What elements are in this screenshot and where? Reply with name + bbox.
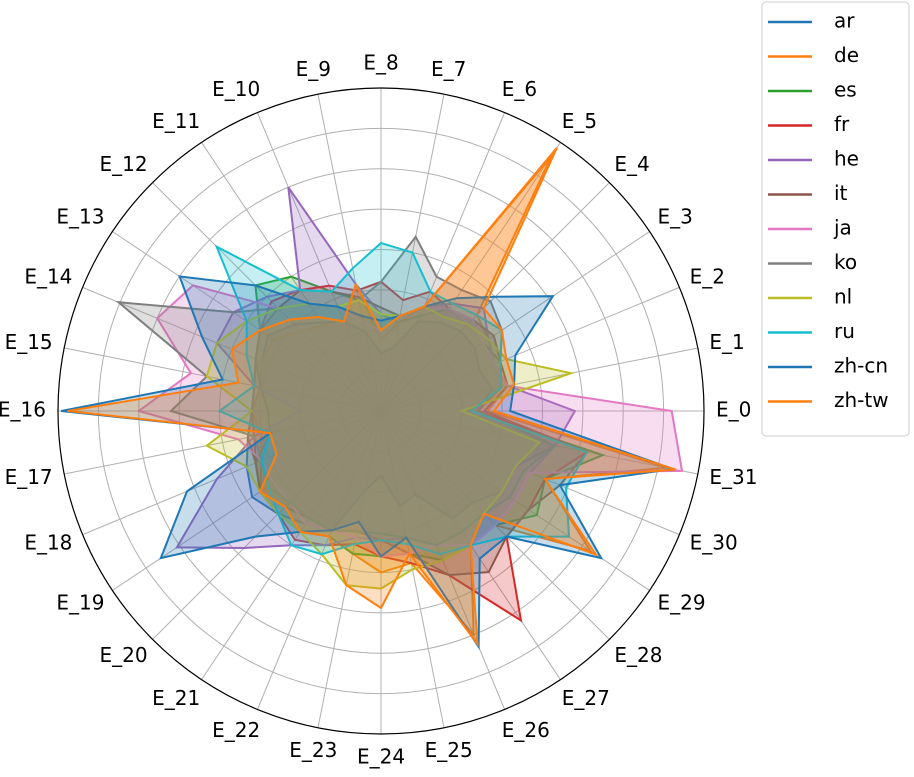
spoke xyxy=(380,286,680,412)
legend-label: ko xyxy=(834,250,857,274)
legend-label: zh-tw xyxy=(834,388,889,412)
series-area xyxy=(214,241,589,556)
category-label: E_4 xyxy=(614,152,649,176)
legend-label: de xyxy=(834,43,859,67)
polar-frame xyxy=(57,87,705,735)
category-label: E_7 xyxy=(431,57,466,81)
legend-label: fr xyxy=(834,112,850,136)
legend-label: he xyxy=(834,147,859,171)
spoke xyxy=(380,142,561,412)
legend-label: es xyxy=(834,78,857,102)
spoke xyxy=(256,410,382,710)
category-label: E_11 xyxy=(152,109,200,133)
category-label: E_22 xyxy=(212,718,260,742)
spoke xyxy=(152,410,382,640)
legend-label: nl xyxy=(834,285,852,309)
series-area xyxy=(67,147,676,648)
category-label: E_18 xyxy=(24,530,72,554)
category-label: E_19 xyxy=(56,590,104,614)
spoke xyxy=(82,410,382,536)
spoke xyxy=(317,94,382,412)
category-label: E_12 xyxy=(100,152,148,176)
legend-label: ar xyxy=(834,9,855,33)
category-label: E_10 xyxy=(212,77,260,101)
category-label: E_29 xyxy=(658,590,706,614)
category-label: E_17 xyxy=(5,465,53,489)
category-label: E_26 xyxy=(502,718,550,742)
category-label: E_23 xyxy=(289,738,337,762)
category-label: E_0 xyxy=(716,398,751,422)
spoke xyxy=(380,112,506,412)
category-label: E_27 xyxy=(562,686,610,710)
category-label: E_15 xyxy=(5,330,53,354)
legend-label: zh-cn xyxy=(834,354,888,378)
spoke xyxy=(317,410,382,728)
spoke xyxy=(380,231,650,412)
category-label: E_14 xyxy=(24,265,72,289)
category-label: E_6 xyxy=(502,77,537,101)
series-area xyxy=(61,275,673,650)
legend-label: ru xyxy=(834,319,855,343)
spoke xyxy=(64,410,382,475)
legend-label: it xyxy=(834,181,848,205)
spoke xyxy=(112,410,382,591)
category-label: E_21 xyxy=(152,686,200,710)
category-label: E_3 xyxy=(658,205,693,229)
series-area xyxy=(204,299,575,590)
category-label: E_5 xyxy=(562,109,597,133)
spoke xyxy=(256,112,382,412)
category-label: E_8 xyxy=(363,51,398,75)
category-label: E_24 xyxy=(357,745,405,769)
category-label: E_1 xyxy=(709,330,744,354)
category-label: E_9 xyxy=(296,57,331,81)
spoke xyxy=(380,347,698,412)
category-label: E_2 xyxy=(690,265,725,289)
series-area xyxy=(136,284,684,558)
category-label: E_16 xyxy=(0,398,46,422)
category-label: E_30 xyxy=(690,530,738,554)
legend-label: ja xyxy=(833,216,852,240)
legend-box xyxy=(761,1,910,437)
category-label: E_25 xyxy=(425,738,473,762)
category-label: E_13 xyxy=(56,205,104,229)
category-label: E_28 xyxy=(614,643,662,667)
series-area xyxy=(115,234,558,547)
category-label: E_20 xyxy=(100,643,148,667)
category-label: E_31 xyxy=(709,465,757,489)
